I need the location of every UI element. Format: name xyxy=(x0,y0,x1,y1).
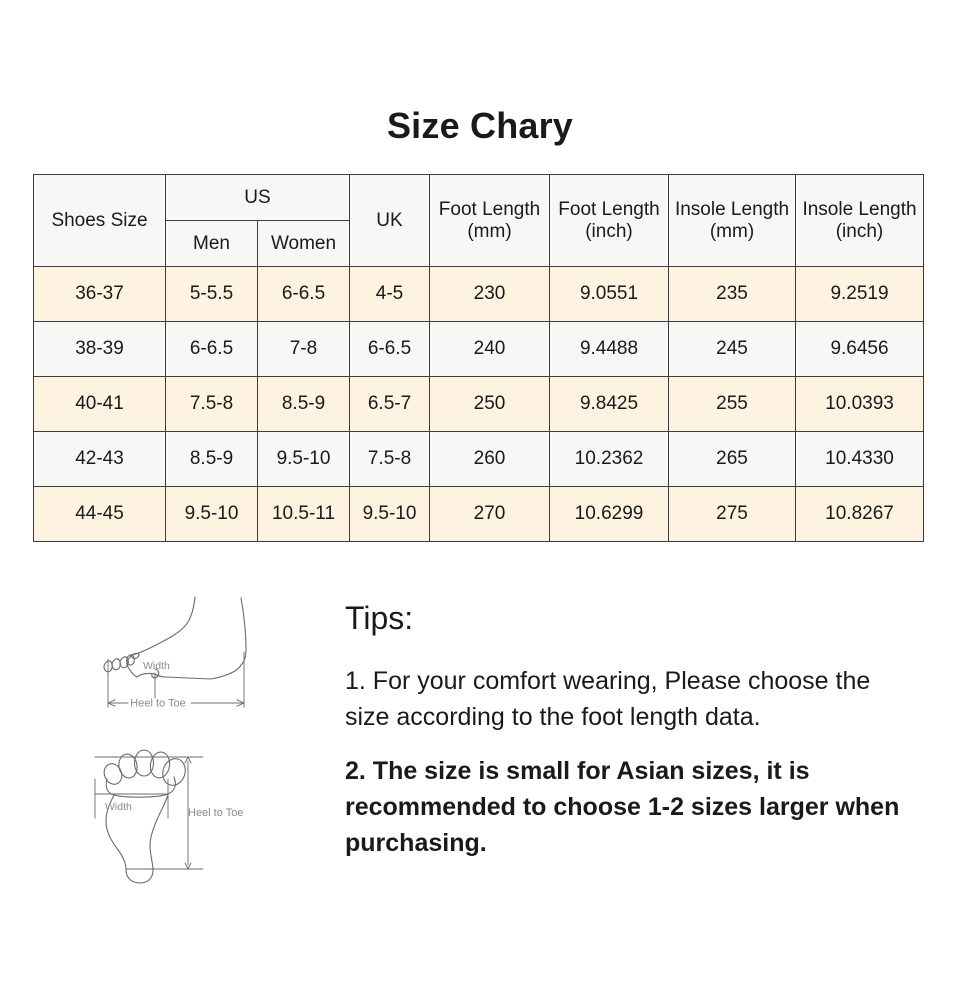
svg-text:Heel to Toe: Heel to Toe xyxy=(188,807,243,819)
svg-text:Heel to Toe: Heel to Toe xyxy=(130,698,185,710)
svg-text:Width: Width xyxy=(105,801,132,813)
svg-text:Width: Width xyxy=(143,660,170,672)
